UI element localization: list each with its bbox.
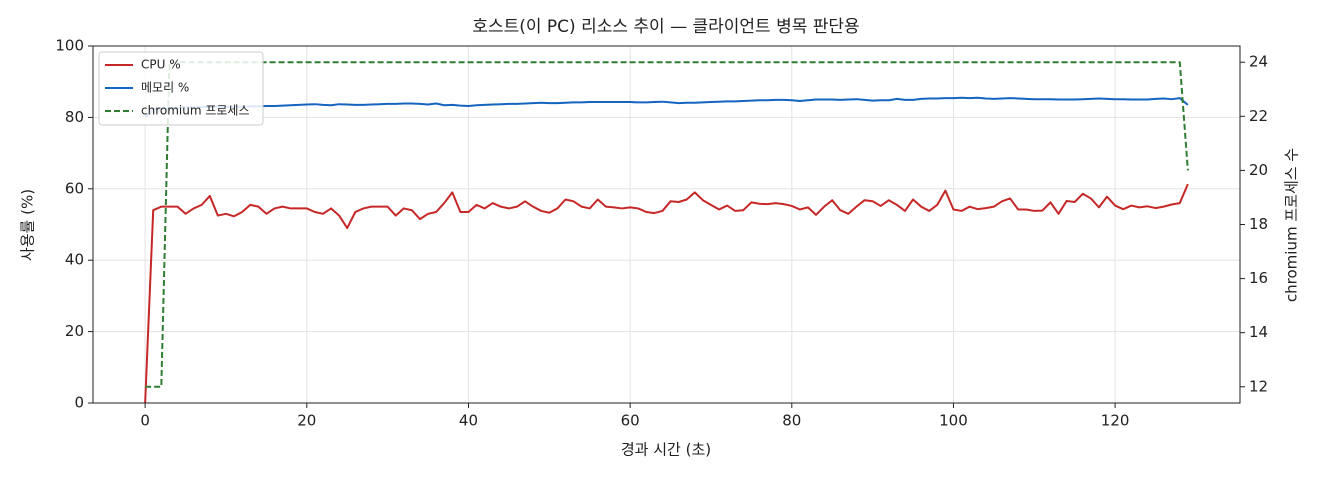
y-tick-label: 100: [55, 37, 84, 55]
legend-box: [98, 51, 264, 126]
x-tick-label: 20: [297, 412, 316, 430]
x-tick-label: 120: [1101, 412, 1130, 430]
x-tick-label: 0: [140, 412, 150, 430]
y2-tick-label: 16: [1249, 269, 1268, 287]
y2-axis-label: chromium 프로세스 수: [1283, 148, 1301, 302]
plot-frame: [92, 45, 1241, 404]
y2-tick-label: 22: [1249, 107, 1268, 125]
series-line: [145, 61, 1189, 388]
y-tick-label: 80: [65, 108, 84, 126]
x-tick-label: 80: [782, 412, 801, 430]
x-tick-label: 60: [621, 412, 640, 430]
legend-label: CPU %: [141, 58, 181, 72]
x-tick-label: 40: [459, 412, 478, 430]
y2-tick-label: 18: [1249, 215, 1268, 233]
y2-tick-label: 20: [1249, 161, 1268, 179]
legend-label: 메모리 %: [141, 81, 189, 95]
chart-title: 호스트(이 PC) 리소스 추이 — 클라이언트 병목 판단용: [472, 17, 859, 37]
y-tick-label: 20: [65, 322, 84, 340]
series-line: [144, 183, 1189, 404]
y-tick-label: 60: [65, 179, 84, 197]
y2-tick-label: 24: [1249, 53, 1268, 71]
x-axis-label: 경과 시간 (초): [621, 441, 711, 459]
y-tick-label: 40: [65, 251, 84, 269]
y2-tick-label: 12: [1249, 377, 1268, 395]
y-tick-label: 0: [74, 394, 84, 412]
y2-tick-label: 14: [1249, 323, 1268, 341]
x-tick-label: 100: [939, 412, 968, 430]
y-axis-label: 사용률 (%): [19, 189, 37, 261]
series-line: [144, 96, 1189, 119]
legend-label: chromium 프로세스: [141, 104, 250, 118]
